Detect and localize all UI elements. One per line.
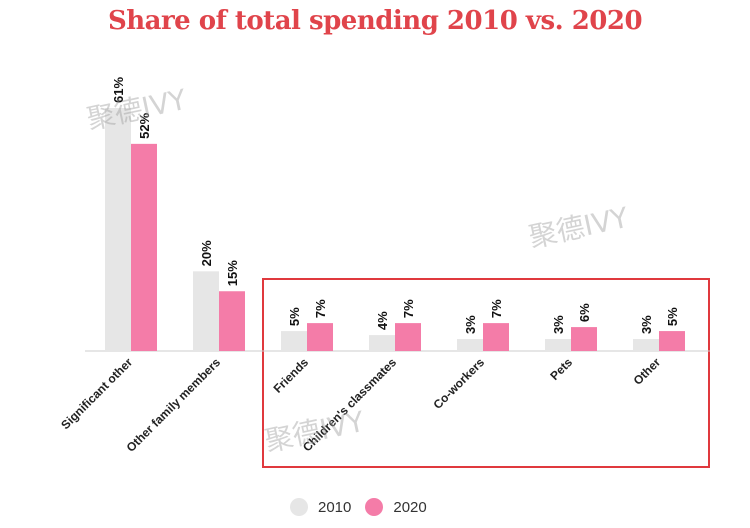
legend: 2010 2020 bbox=[290, 498, 427, 516]
legend-swatch-2010 bbox=[290, 498, 308, 516]
legend-label-2020: 2020 bbox=[393, 498, 427, 516]
category-label: Co-workers bbox=[431, 355, 488, 412]
data-label: 52% bbox=[137, 112, 152, 138]
bar-2020 bbox=[659, 331, 685, 351]
bar-2010 bbox=[105, 108, 131, 351]
bar-2010 bbox=[633, 339, 659, 351]
data-label: 3% bbox=[463, 315, 478, 334]
chart-title: Share of total spending 2010 vs. 2020 bbox=[107, 6, 643, 36]
legend-swatch-2020 bbox=[365, 498, 384, 516]
category-label: Other bbox=[631, 355, 664, 388]
data-label: 3% bbox=[639, 315, 654, 334]
data-label: 4% bbox=[375, 311, 390, 330]
bar-2020 bbox=[571, 327, 597, 351]
bar-2020 bbox=[395, 323, 421, 351]
highlight-box bbox=[262, 278, 710, 468]
data-label: 5% bbox=[665, 307, 680, 326]
data-label: 15% bbox=[225, 260, 240, 286]
category-label: Pets bbox=[547, 355, 575, 383]
category-label: Significant other bbox=[58, 355, 135, 432]
data-label: 3% bbox=[551, 315, 566, 334]
category-label: Other family members bbox=[124, 355, 224, 455]
data-label: 61% bbox=[111, 77, 126, 103]
data-label: 5% bbox=[287, 307, 302, 326]
data-label: 7% bbox=[401, 299, 416, 318]
data-label: 7% bbox=[313, 299, 328, 318]
bar-2010 bbox=[545, 339, 571, 351]
bar-2020 bbox=[307, 323, 333, 351]
category-label: Friends bbox=[271, 355, 312, 396]
bar-2020 bbox=[483, 323, 509, 351]
bar-2010 bbox=[457, 339, 483, 351]
bar-2010 bbox=[369, 335, 395, 351]
bar-2010 bbox=[193, 271, 219, 351]
legend-label-2010: 2010 bbox=[318, 498, 352, 516]
legend-item-2020: 2020 bbox=[365, 498, 427, 516]
data-label: 7% bbox=[489, 299, 504, 318]
bar-2020 bbox=[131, 143, 157, 351]
bar-2010 bbox=[281, 331, 307, 351]
bar-2020 bbox=[219, 291, 245, 351]
data-label: 20% bbox=[199, 240, 214, 266]
data-label: 6% bbox=[577, 303, 592, 322]
legend-item-2010: 2010 bbox=[290, 498, 351, 516]
